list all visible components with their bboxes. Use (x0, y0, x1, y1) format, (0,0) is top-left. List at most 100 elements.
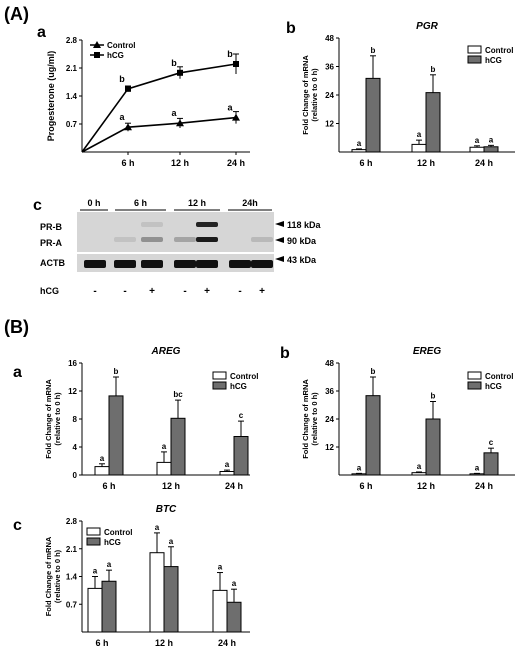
significance-letter: a (100, 454, 105, 463)
band-pr-a (114, 237, 136, 242)
y-tick-label: 12 (68, 387, 77, 396)
blot-row-label: PR-B (40, 222, 62, 232)
legend-label: hCG (230, 382, 247, 391)
bar-control (469, 473, 485, 476)
y-tick-label: 2.8 (66, 36, 78, 45)
y-tick-label: 1.4 (66, 92, 78, 101)
band-actb (251, 260, 273, 268)
panel-letter-Ac: c (33, 197, 42, 214)
significance-letter: a (93, 567, 98, 576)
size-marker-label: 118 kDa (287, 220, 322, 230)
band-pr-b (196, 222, 218, 227)
significance-letter: a (227, 103, 233, 113)
x-tick-label: 12 h (417, 158, 435, 168)
panel-letter-Bb: b (280, 345, 290, 362)
bar-control (219, 471, 235, 476)
significance-letter: b (114, 367, 119, 376)
series-line-hcg (81, 63, 237, 153)
legend-swatch-control (467, 371, 482, 380)
y-axis-label: Progesterone (ug/ml) (46, 51, 56, 142)
y-axis-label-line2: (relative to 0 h) (53, 549, 62, 603)
legend-label: hCG (485, 382, 502, 391)
x-tick-label: 12 h (417, 481, 435, 491)
x-tick-label: 6 h (359, 481, 372, 491)
significance-letter: a (417, 462, 422, 471)
legend-label: Control (104, 528, 132, 537)
y-tick-label: 0 (73, 471, 78, 480)
significance-letter: b (371, 367, 376, 376)
chart-title: PGR (416, 21, 438, 32)
x-tick-label: 12 h (171, 158, 189, 168)
significance-letter: a (218, 563, 223, 572)
arrow-icon (275, 237, 284, 243)
bar-hcg (170, 417, 186, 476)
legend-label: hCG (485, 56, 502, 65)
bar-hcg (233, 436, 249, 476)
x-tick-label: 24 h (227, 158, 245, 168)
y-tick-label: 36 (325, 63, 334, 72)
legend-label: Control (230, 372, 258, 381)
y-axis-label-line2: (relative to 0 h) (310, 68, 319, 122)
significance-letter: a (169, 537, 174, 546)
bar-hcg (425, 418, 441, 476)
x-tick-label: 6 h (359, 158, 372, 168)
band-actb (141, 260, 163, 268)
y-tick-label: 0.7 (66, 600, 78, 609)
bar-control (351, 149, 367, 153)
band-actb (174, 260, 196, 268)
significance-letter: a (155, 523, 160, 532)
chart-title: AREG (151, 346, 181, 357)
hcg-sign: + (149, 286, 155, 297)
legend-swatch-control (86, 527, 101, 536)
hcg-sign: - (238, 286, 241, 297)
chart-pgr: 12 24 36 48 Fold Change of mRNA (relative to … (301, 21, 515, 168)
bar-control (156, 461, 172, 476)
timepoint-label: 6 h (134, 198, 147, 208)
y-axis-label-line2: (relative to 0 h) (53, 392, 62, 446)
hcg-sign: + (259, 286, 265, 297)
y-tick-label: 2.1 (66, 545, 78, 554)
bar-hcg (425, 92, 441, 153)
bar-hcg (365, 77, 381, 153)
hcg-sign: + (204, 286, 210, 297)
y-tick-label: 0.7 (66, 120, 78, 129)
band-pr-a (174, 237, 196, 242)
legend-swatch-hcg (467, 381, 482, 390)
bar-hcg (108, 395, 124, 476)
y-axis-label: Fold Change of mRNA (301, 55, 310, 135)
band-actb (114, 260, 136, 268)
timepoint-label: 24h (242, 198, 258, 208)
bar-control (469, 146, 485, 153)
x-tick-label: 6 h (95, 638, 108, 648)
data-point (124, 123, 132, 131)
timepoint-label: 0 h (87, 198, 100, 208)
significance-letter: b (227, 49, 233, 59)
bar-control (411, 143, 427, 153)
bar-hcg (365, 395, 381, 476)
significance-letter: b (431, 392, 436, 401)
significance-letter: a (232, 579, 237, 588)
chart-title: BTC (156, 504, 177, 515)
y-axis-label: Fold Change of mRNA (301, 379, 310, 459)
legend-label: Control (485, 46, 513, 55)
size-marker-label: 43 kDa (287, 255, 317, 265)
significance-letter: a (107, 560, 112, 569)
legend-swatch-hcg (86, 537, 101, 546)
data-point (232, 113, 240, 121)
x-tick-label: 6 h (102, 481, 115, 491)
hcg-sign: - (123, 286, 126, 297)
hcg-sign: - (183, 286, 186, 297)
y-tick-label: 2.8 (66, 517, 78, 526)
data-point (177, 69, 183, 76)
y-tick-label: 12 (325, 443, 334, 452)
x-tick-label: 12 h (162, 481, 180, 491)
significance-letter: a (357, 139, 362, 148)
bar-hcg (226, 601, 242, 633)
bar-control (149, 552, 165, 633)
y-tick-label: 48 (325, 359, 334, 368)
bar-control (351, 473, 367, 476)
band-actb (196, 260, 218, 268)
y-axis-label-line2: (relative to 0 h) (310, 392, 319, 446)
legend-label: hCG (104, 538, 121, 547)
